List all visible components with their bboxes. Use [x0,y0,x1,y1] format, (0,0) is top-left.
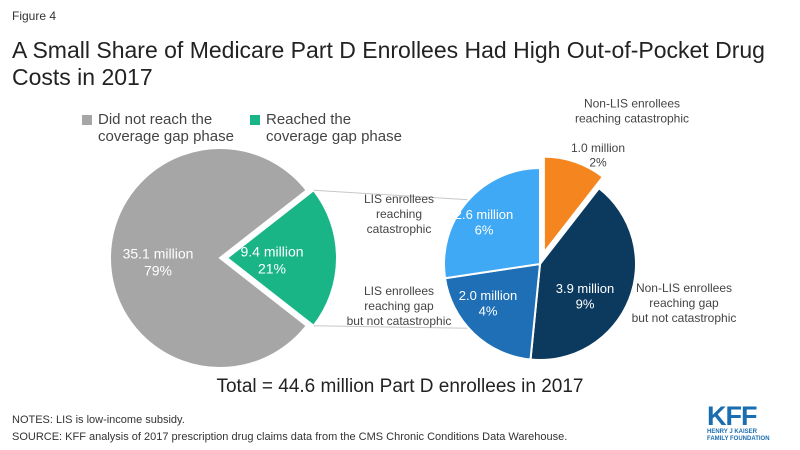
outside-label-non-lis-catastrophic: Non-LIS enrollees reaching catastrophic [575,97,689,126]
slice-labels: 35.1 million 79% 9.4 million 21% 1.0 million… [123,97,737,329]
label-lis-gap: 2.0 million 4% [459,288,518,319]
connector-line-top [313,189,469,201]
kff-logo: KFF HENRY J KAISER FAMILY FOUNDATION [707,403,789,443]
connector-lines [313,189,469,329]
legend-swatch-reached [250,115,260,125]
legend-item-reached: Reached the coverage gap phase [250,111,402,145]
outside-label-non-lis-gap: Non-LIS enrollees reaching gap but not cat… [632,281,737,325]
slice-lis-enrollees-reaching-catastrophic [443,166,541,280]
outside-label-lis-catastrophic: LIS enrollees reaching catastrophic [364,192,434,236]
main-pie [109,147,338,369]
slice-non-lis-enrollees-reaching-catastrophic [542,155,605,256]
figure-label: Figure 4 [12,9,57,23]
slice-did-not-reach-the-coverage-gap-phase [109,147,309,369]
legend-label-reached: Reached the coverage gap phase [266,111,402,145]
slice-lis-enrollees-reaching-gap-but-not-catastrophic [443,262,542,361]
label-non-lis-gap: 3.9 million 9% [556,281,615,312]
label-lis-catastrophic: 2.6 million 6% [455,207,514,238]
source: SOURCE: KFF analysis of 2017 prescriptio… [12,431,568,443]
legend-item-not-reached: Did not reach the coverage gap phase [82,111,234,145]
logo-subtitle: HENRY J KAISER FAMILY FOUNDATION [707,429,770,442]
chart-title: A Small Share of Medicare Part D Enrolle… [12,37,765,90]
connector-line-bottom [313,325,469,329]
notes: NOTES: LIS is low-income subsidy. [12,414,185,426]
legend-swatch-not-reached [82,115,92,125]
breakdown-pie [443,155,637,361]
total-label: Total = 44.6 million Part D enrollees in… [216,376,584,397]
label-not-reached: 35.1 million 79% [123,246,194,279]
label-non-lis-catastrophic: 1.0 million 2% [571,141,625,169]
legend-label-not-reached: Did not reach the coverage gap phase [98,111,234,145]
logo-mark: KFF [707,401,757,431]
outside-label-lis-gap: LIS enrollees reaching gap but not catastr… [347,284,452,328]
slice-reached-the-coverage-gap-phase [225,188,338,328]
label-reached: 9.4 million 21% [240,244,303,277]
slice-non-lis-enrollees-reaching-gap-but-not-catastrophic [529,186,637,361]
